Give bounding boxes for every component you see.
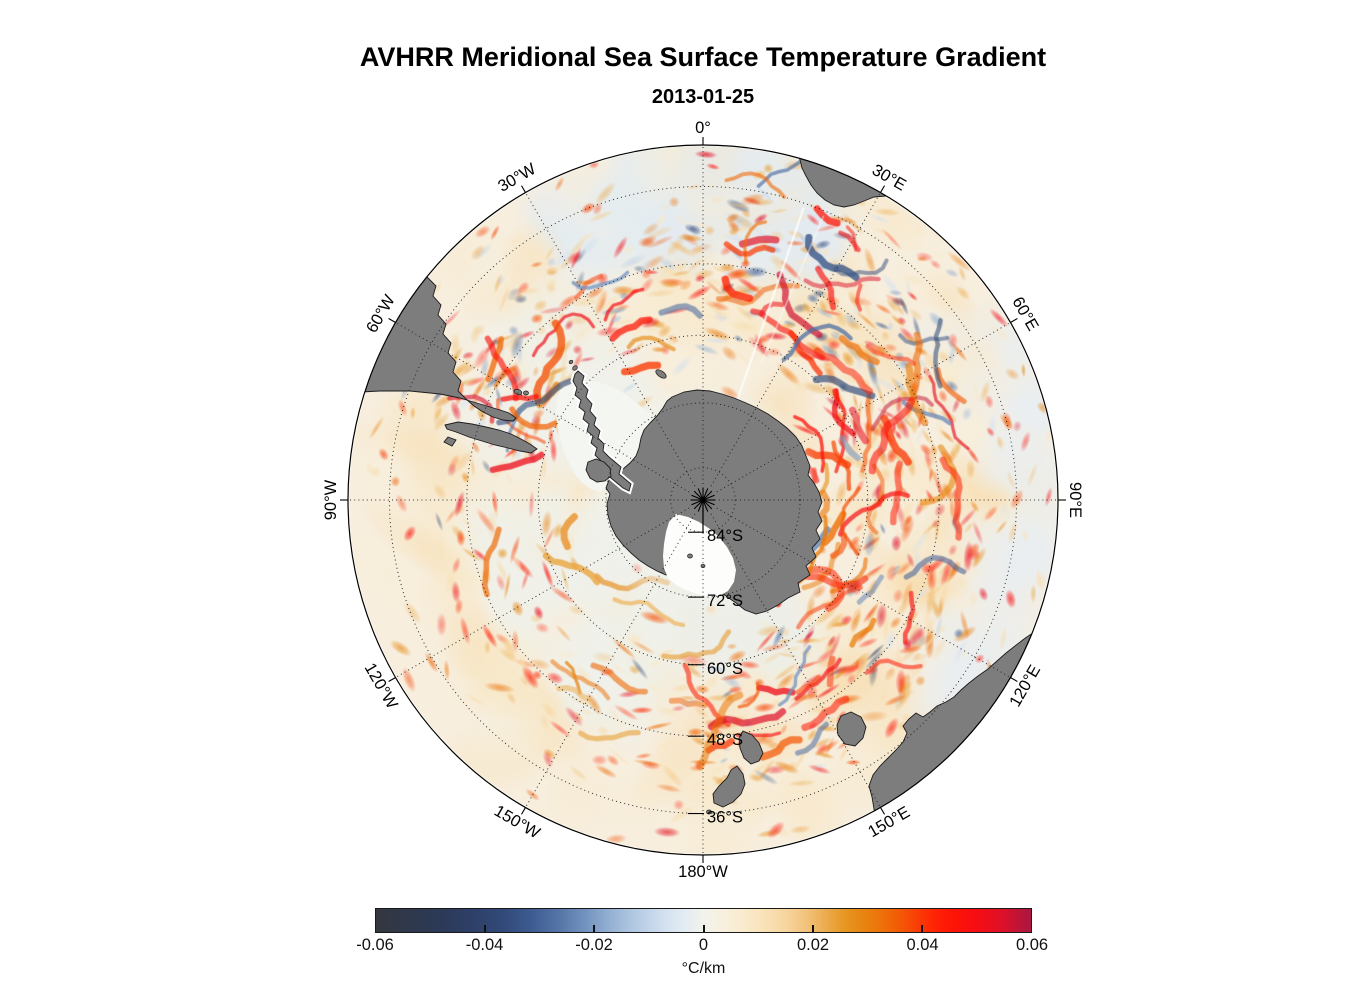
meridian-label-150w: 150°W <box>491 802 543 843</box>
landmass-alexander-island <box>585 458 612 483</box>
meridian-line-210 <box>525 513 696 808</box>
colorbar-tick-label-6: 0.06 <box>1015 936 1049 954</box>
meridian-label-150e: 150°E <box>865 803 913 841</box>
landmass-africa <box>797 151 888 208</box>
landmass-tierra-del-fuego <box>444 421 538 454</box>
colorbar-tick-label-0: -0.06 <box>356 936 394 954</box>
parallel-circle-60s <box>537 334 869 666</box>
landmass-tdf-islet <box>443 436 457 447</box>
parallel-labels: 84°S 72°S 60°S 48°S 36°S <box>688 527 743 827</box>
island-5 <box>700 563 706 569</box>
landmass-antarctic-peninsula <box>572 370 632 492</box>
meridian-label-180w: 180°W <box>678 863 728 881</box>
island-7 <box>568 359 574 365</box>
parallel-circle-48s <box>466 263 940 737</box>
parallel-label-60s: 60°S <box>707 660 743 678</box>
south-pole-marker <box>690 487 716 533</box>
parallel-label-36s: 36°S <box>707 809 743 827</box>
parallel-label-84s: 84°S <box>707 527 743 545</box>
meridian-label-90w: 90°W <box>322 479 340 520</box>
meridian-tick-330 <box>521 185 526 193</box>
meridian-tick-150 <box>880 807 885 815</box>
colorbar-unit-label: °C/km <box>681 960 726 977</box>
island-4 <box>687 553 693 559</box>
landmass-ross-ice-shelf <box>663 514 736 597</box>
landmass-new-zealand-south <box>712 765 746 808</box>
landmass-new-zealand-north <box>738 730 764 765</box>
colorbar-tickmark-4 <box>811 925 814 932</box>
colorbar-tickmark-3 <box>702 925 705 932</box>
meridian-label-90e: 90°E <box>1066 482 1084 518</box>
meridian-line-240 <box>395 507 690 678</box>
meridian-label-0: 0° <box>695 119 711 137</box>
meridian-tick-60 <box>1010 318 1018 323</box>
meridian-ticks <box>340 137 1066 863</box>
landmass-south-america <box>351 268 517 422</box>
meridian-label-120w: 120°W <box>361 660 402 712</box>
colorbar-tick-label-4: 0.02 <box>796 936 830 954</box>
figure-date: 2013-01-25 <box>651 86 755 108</box>
landmass-australia <box>868 627 1041 816</box>
parallel-label-48s: 48°S <box>707 731 743 749</box>
colorbar-tick-label-2: -0.02 <box>575 936 613 954</box>
parallel-label-72s: 72°S <box>707 592 743 610</box>
meridian-tick-300 <box>388 318 396 323</box>
meridian-tick-120 <box>1010 677 1018 682</box>
meridian-tick-210 <box>521 807 526 815</box>
island-1 <box>523 390 529 396</box>
colorbar-tick-label-3: 0 <box>698 936 709 954</box>
meridian-line-60 <box>716 322 1011 493</box>
colorbar <box>375 908 1032 933</box>
colorbar-tick-label-5: 0.04 <box>906 936 939 954</box>
meridian-tick-30 <box>880 185 885 193</box>
island-2 <box>655 369 667 379</box>
colorbar-tickmark-2 <box>593 925 596 932</box>
colorbar-tick-labels: -0.06 -0.04 -0.02 0 0.02 0.04 0.06 <box>356 936 1048 956</box>
colorbar-tickmark-1 <box>484 925 487 932</box>
parallel-circle-72s <box>605 402 801 598</box>
landmass-tasmania <box>836 711 867 747</box>
meridian-line-300 <box>395 322 690 493</box>
land-masses <box>351 151 1041 816</box>
meridian-tick-240 <box>388 677 396 682</box>
meridian-label-30w: 30°W <box>495 160 539 196</box>
colorbar-tickmark-5 <box>920 925 923 932</box>
colorbar-tick-label-1: -0.04 <box>465 936 504 954</box>
figure-title: AVHRR Meridional Sea Surface Temperature… <box>359 42 1047 72</box>
island-6 <box>572 365 578 371</box>
